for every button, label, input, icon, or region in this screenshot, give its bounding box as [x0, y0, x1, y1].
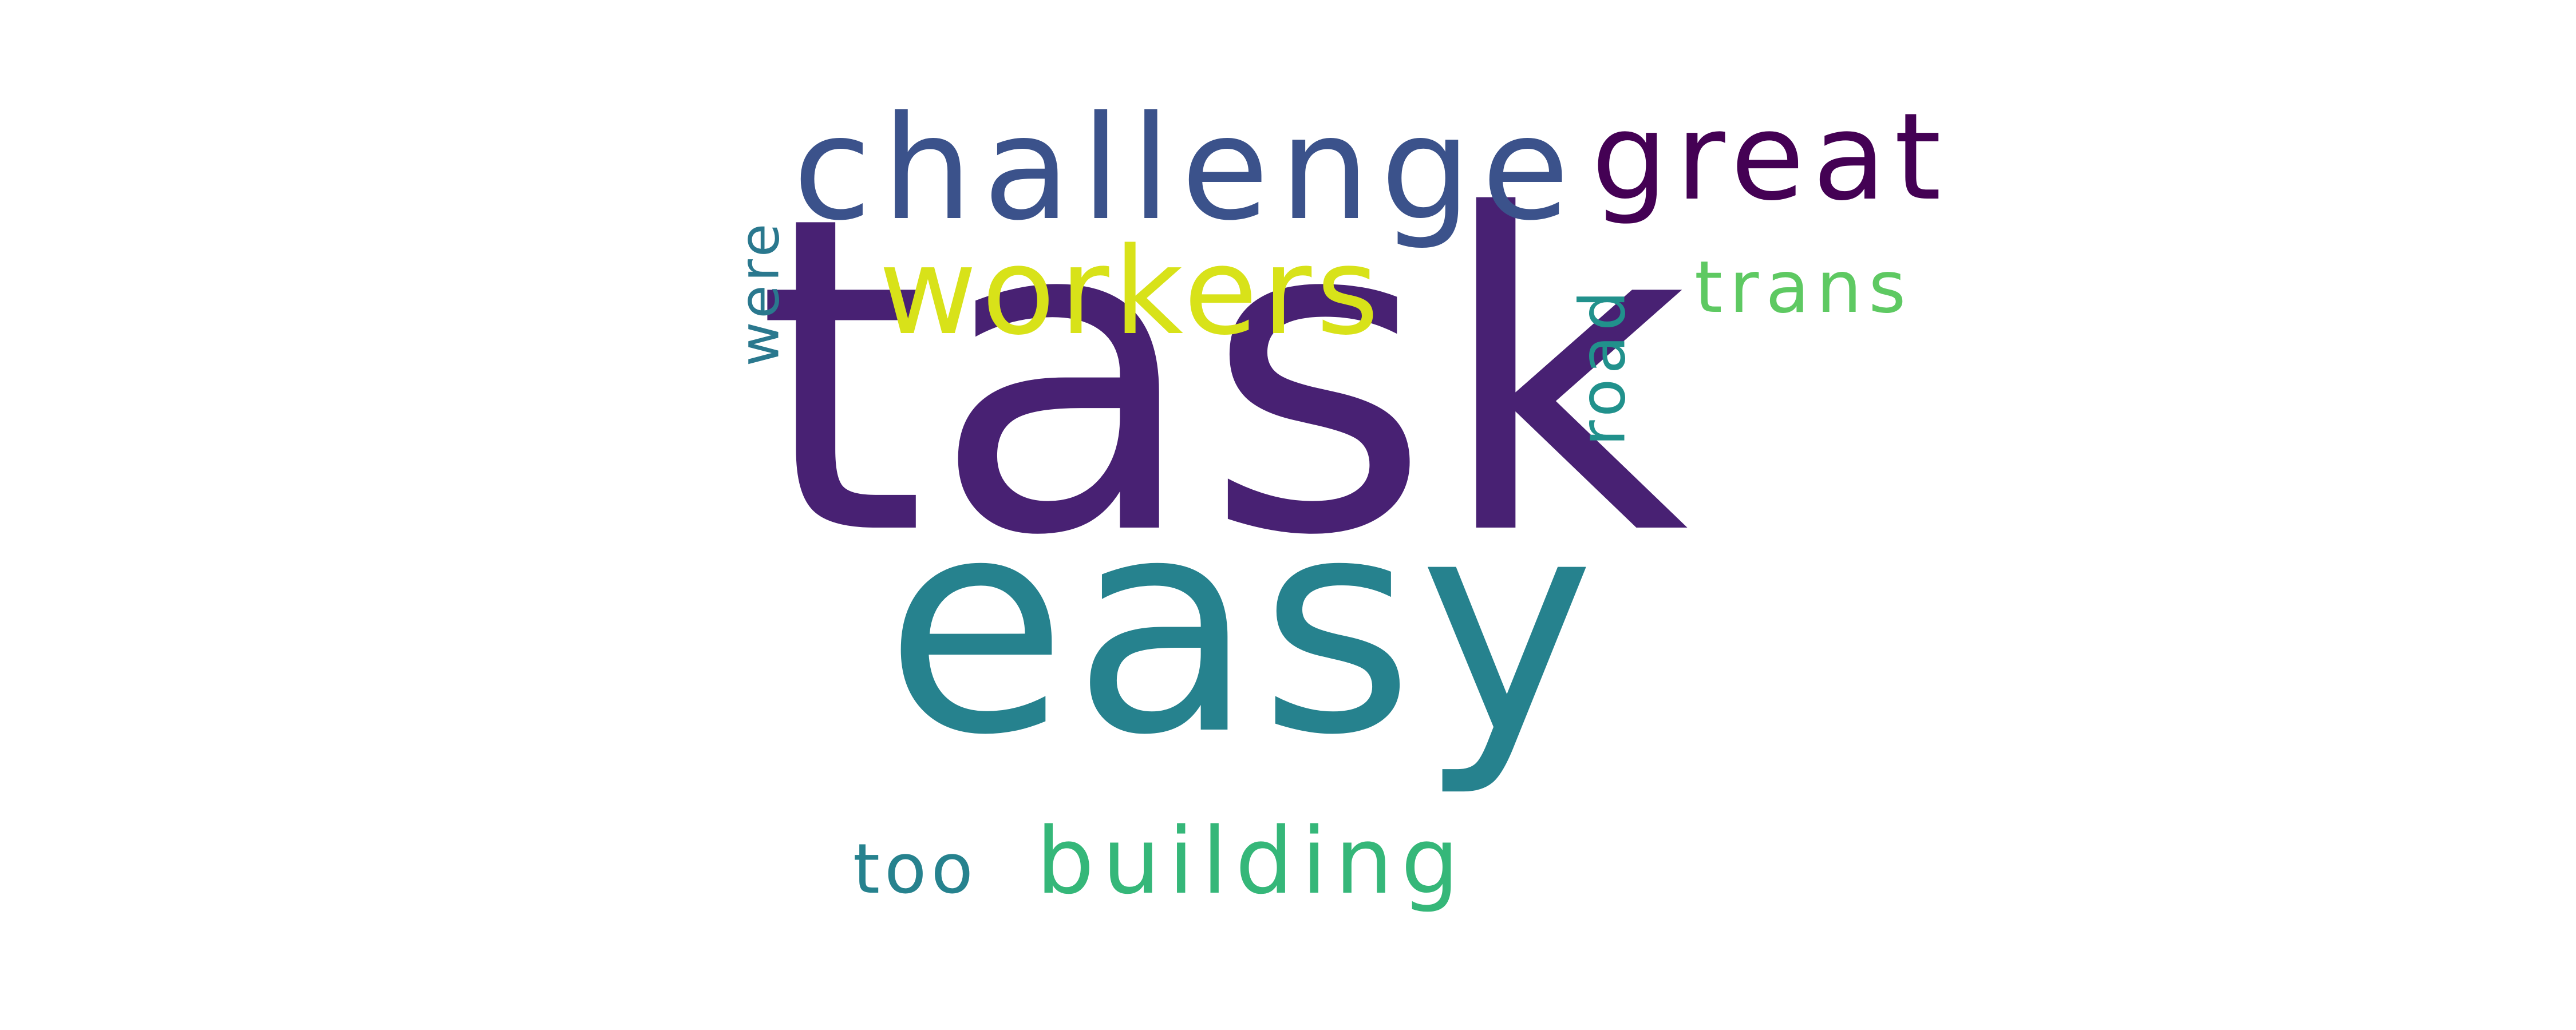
word-road: road	[1566, 286, 1639, 446]
word-too: too	[853, 830, 978, 909]
word-easy: easy	[884, 453, 1600, 800]
word-trans: trans	[1694, 246, 1913, 329]
word-building: building	[1036, 807, 1467, 914]
word-task: task	[756, 125, 1694, 631]
word-challenge: challenge	[793, 85, 1580, 252]
word-workers: workers	[879, 221, 1384, 362]
word-were: were	[728, 220, 792, 367]
word-great: great	[1591, 87, 1950, 227]
